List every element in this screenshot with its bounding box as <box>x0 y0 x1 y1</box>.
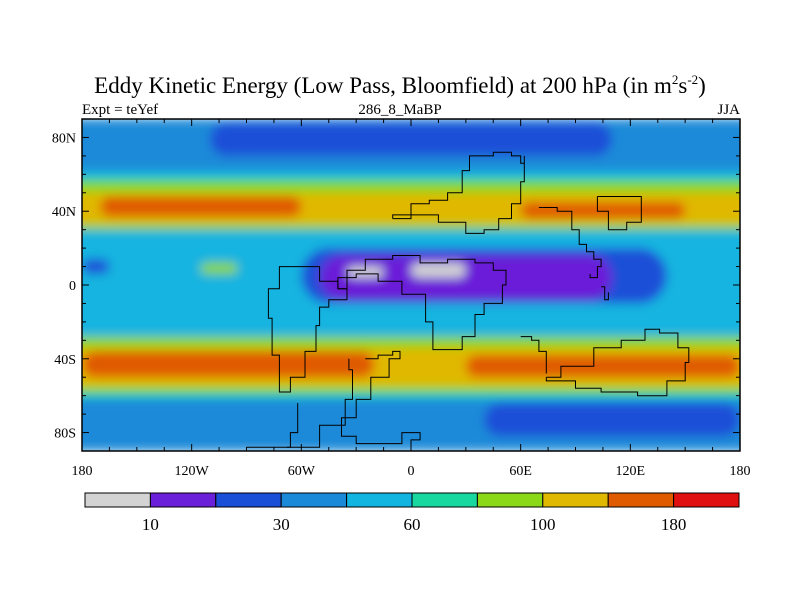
title-text: Eddy Kinetic Energy (Low Pass, Bloomfiel… <box>94 73 672 98</box>
colorbar-label-2: 60 <box>404 515 421 534</box>
continent-outlines <box>246 151 690 451</box>
contour-region-20 <box>200 262 238 274</box>
colorbar-box-3 <box>280 492 348 508</box>
contour-region-18 <box>411 262 466 278</box>
colorbar-box-6 <box>476 492 544 508</box>
subtitle-center: 286_8_MaBP <box>358 102 442 118</box>
x-tick-label-4: 60E <box>509 464 532 479</box>
colorbar-label-0: 10 <box>142 515 159 534</box>
coastline-0 <box>337 255 507 351</box>
contour-region-12 <box>520 202 686 219</box>
colorbar-box-2 <box>215 492 282 508</box>
contour-region-3 <box>209 122 613 156</box>
ekedata-field <box>82 119 740 451</box>
y-tick-label-0: 80N <box>52 131 76 146</box>
x-tick-label-6: 180 <box>730 464 751 479</box>
y-tick-label-4: 80S <box>54 427 76 442</box>
x-tick-label-0: 180 <box>72 464 93 479</box>
x-tick-label-3: 0 <box>408 464 415 479</box>
colorbar-box-9 <box>673 492 740 508</box>
colorbar-box-8 <box>607 492 675 508</box>
contour-region-14 <box>465 355 740 378</box>
coastline-5 <box>601 286 609 301</box>
y-tick-label-3: 40S <box>54 353 76 368</box>
coastline-2 <box>392 151 525 234</box>
colorbar-box-5 <box>411 492 478 508</box>
coastline-10 <box>520 336 547 374</box>
contour-region-13 <box>82 351 375 378</box>
coastline-1 <box>267 266 348 393</box>
x-tick-label-1: 120W <box>175 464 210 479</box>
coastline-6 <box>545 328 690 397</box>
colorbar-box-4 <box>346 492 413 508</box>
coastline-4 <box>596 196 642 231</box>
contour-region-16 <box>319 255 613 300</box>
colorbar-box-7 <box>542 492 609 508</box>
colorbar-label-4: 180 <box>661 515 687 534</box>
subtitle-right: JJA <box>717 102 740 118</box>
coastline-3 <box>538 207 602 279</box>
contour-region-19 <box>82 259 110 274</box>
chart-title: Eddy Kinetic Energy (Low Pass, Bloomfiel… <box>0 66 800 100</box>
colorbar-label-1: 30 <box>273 515 290 534</box>
coastline-8 <box>286 358 353 448</box>
colorbar-box-0 <box>84 492 151 508</box>
y-tick-label-1: 40N <box>52 205 76 220</box>
title-unit-sup2: -2 <box>687 72 699 87</box>
title-end: ) <box>698 73 706 98</box>
title-unit-mid: s <box>678 73 688 98</box>
colorbar-label-3: 100 <box>530 515 556 534</box>
y-tick-label-2: 0 <box>69 279 76 294</box>
contour-region-4 <box>484 403 740 437</box>
y-axis: 80N 40N 0 40S 80S <box>52 131 740 442</box>
title-unit-sup1: 2 <box>671 72 679 87</box>
colorbar: 10 30 60 100 180 <box>84 492 740 534</box>
subtitle-left: Expt = teYef <box>82 102 159 118</box>
contour-region-11 <box>100 196 302 217</box>
colorbar-box-1 <box>149 492 217 508</box>
x-tick-label-2: 60W <box>288 464 316 479</box>
x-tick-label-5: 120E <box>616 464 646 479</box>
coastline-7 <box>341 350 421 451</box>
x-axis: 180 120W 60W 0 60E 120E 180 <box>72 119 751 479</box>
